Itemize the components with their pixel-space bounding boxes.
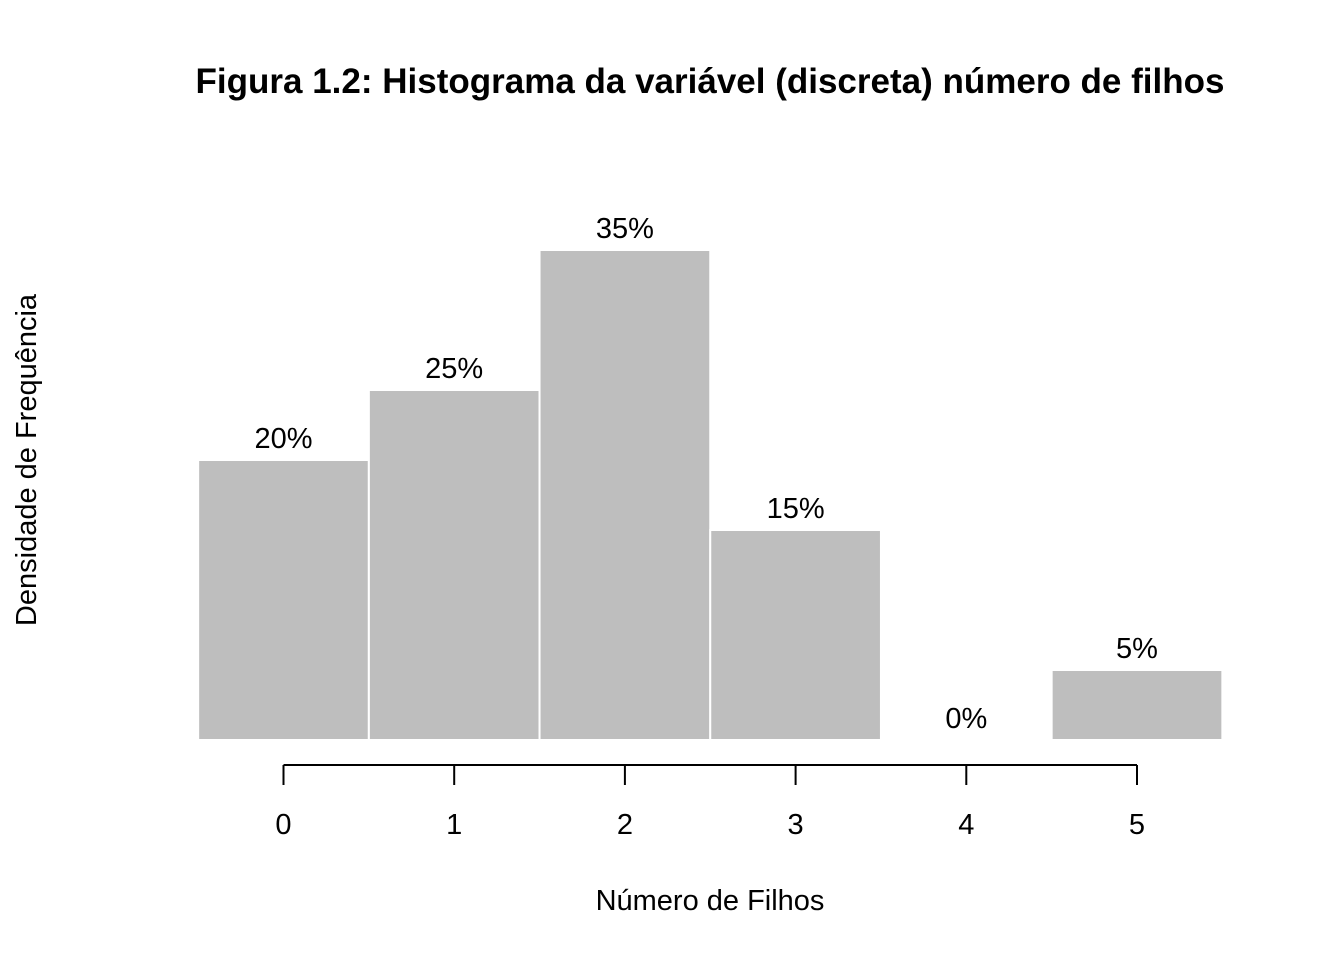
y-axis-label: Densidade de Frequência	[11, 293, 43, 626]
bar-3	[709, 529, 882, 741]
x-tick-label-0: 0	[275, 809, 291, 841]
data-label-0: 20%	[254, 423, 312, 455]
x-tick-label-3: 3	[788, 809, 804, 841]
bar-5	[1050, 669, 1224, 741]
bars-layer	[197, 249, 1224, 741]
bar-1	[367, 389, 541, 741]
data-label-2: 35%	[596, 213, 654, 245]
bar-2	[538, 249, 712, 741]
bar-0	[197, 459, 370, 741]
chart-title: Figura 1.2: Histograma da variável (disc…	[196, 62, 1225, 101]
x-tick-label-5: 5	[1129, 809, 1145, 841]
x-tick-label-2: 2	[617, 809, 633, 841]
x-tick-label-4: 4	[958, 809, 974, 841]
data-label-3: 15%	[767, 493, 825, 525]
x-axis-label: Número de Filhos	[596, 885, 825, 917]
x-axis: 0 1 2 3 4 5	[275, 764, 1145, 841]
data-label-5: 5%	[1116, 633, 1158, 665]
data-label-1: 25%	[425, 353, 483, 385]
data-labels-layer: 20% 25% 35% 15% 0% 5%	[254, 213, 1157, 735]
data-label-4: 0%	[945, 703, 987, 735]
x-tick-label-1: 1	[446, 809, 462, 841]
